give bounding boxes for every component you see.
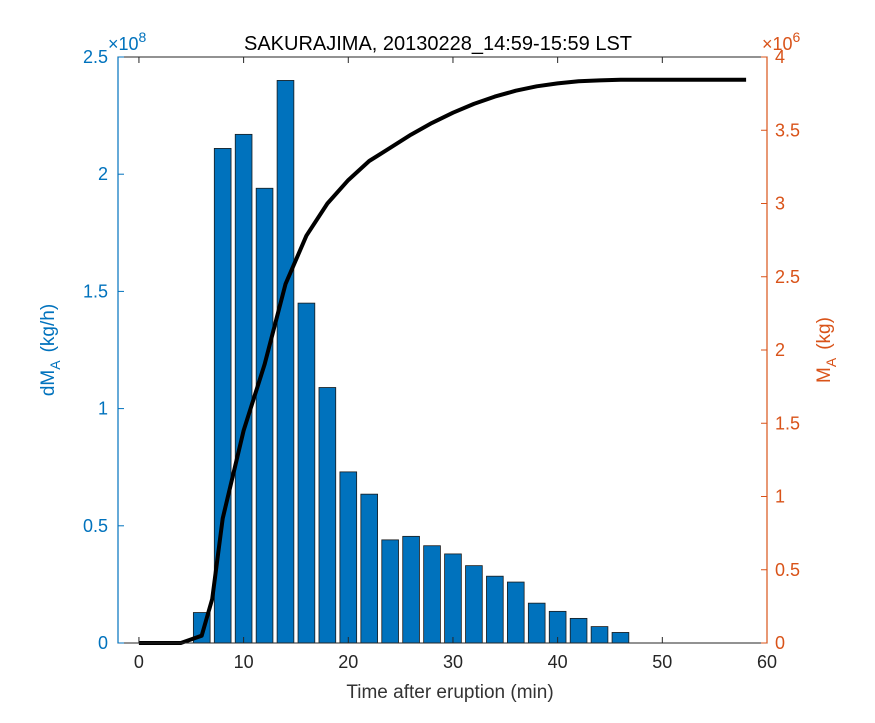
right-tick-label: 2.5 [775,267,800,287]
chart-title: SAKURAJIMA, 20130228_14:59-15:59 LST [244,33,632,55]
left-y-axis: 0 0.5 1 1.5 2 2.5 [83,47,124,653]
x-tick-label: 40 [548,652,568,672]
bar [611,632,630,644]
right-tick-label: 3.5 [775,120,800,140]
bar [569,617,588,644]
right-tick-label: 2 [775,340,785,360]
left-tick-label: 2.5 [83,47,108,67]
x-tick-label: 50 [652,652,672,672]
right-tick-label: 3 [775,194,785,214]
right-tick-label: 0.5 [775,560,800,580]
bar [276,80,295,644]
bar [527,602,546,644]
left-axis-exponent: ×108 [108,29,147,54]
x-tick-label: 0 [134,652,144,672]
cumulative-mass-line [138,77,747,645]
x-tick-label: 30 [443,652,463,672]
left-axis-label: dMA(kg/h) [38,304,63,396]
right-axis-exponent: ×106 [762,29,801,54]
bar [465,565,483,644]
bar [444,553,462,644]
right-tick-label: 0 [775,633,785,653]
right-axis-label: MA(kg) [814,317,839,383]
left-tick-label: 1.5 [83,281,108,301]
bar [381,539,399,644]
bar [506,581,525,644]
bar-series [192,80,630,644]
left-tick-label: 2 [98,164,108,184]
x-axis: 0 10 20 30 40 50 60 [134,57,777,672]
bar [255,187,274,644]
right-tick-label: 4 [775,47,785,67]
x-tick-label: 10 [234,652,254,672]
x-axis-label: Time after eruption (min) [346,682,553,703]
bar [486,575,504,644]
left-tick-label: 0 [98,633,108,653]
bar [402,535,420,644]
bar [423,545,441,644]
left-tick-label: 0.5 [83,516,108,536]
bar [297,302,316,644]
bar [234,133,253,644]
bar [318,387,337,644]
right-tick-label: 1.5 [775,413,800,433]
bar [339,471,358,644]
right-y-axis: 0 0.5 1 1.5 2 2.5 3 3.5 4 [761,47,800,653]
x-tick-label: 60 [757,652,777,672]
left-tick-label: 1 [98,399,108,419]
right-tick-label: 1 [775,487,785,507]
bar [590,626,609,644]
x-tick-label: 20 [338,652,358,672]
bar [360,493,379,644]
